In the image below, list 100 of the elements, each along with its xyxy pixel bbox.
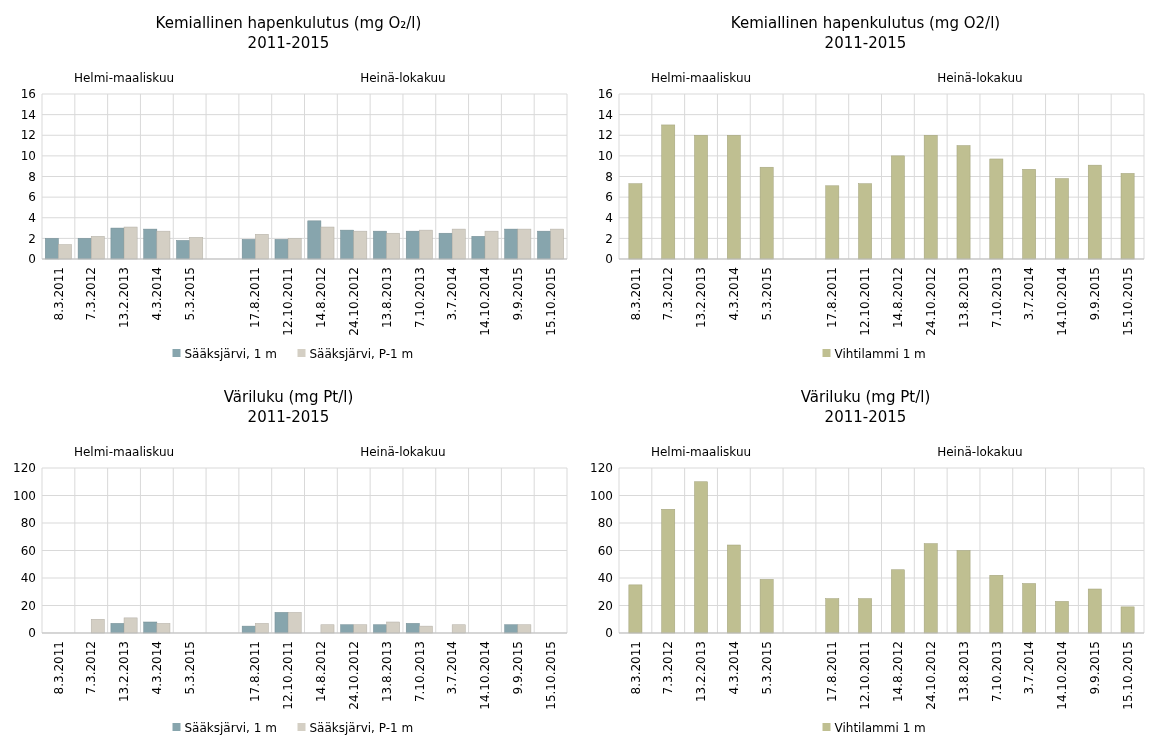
x-tick-label: 13.2.2013 — [117, 641, 132, 703]
bar — [1022, 169, 1036, 260]
bar — [825, 598, 840, 634]
text: Helmi-maaliskuu — [73, 71, 175, 85]
bar — [825, 185, 840, 260]
x-tick-label: 5.3.2015 — [182, 267, 197, 321]
bar — [956, 145, 971, 260]
y-tick-label: 0 — [605, 626, 613, 641]
bar — [727, 544, 741, 634]
x-tick-label: 14.10.2014 — [1055, 267, 1070, 336]
y-tick-label: 8 — [28, 169, 36, 184]
y-tick-label: 12 — [20, 128, 36, 143]
x-tick-label: 7.10.2013 — [412, 267, 427, 329]
y-tick-label: 2 — [28, 231, 36, 246]
bar — [1120, 606, 1135, 634]
bar — [694, 481, 708, 634]
chart-subtitle: 2011-2015 — [824, 408, 907, 426]
x-tick-label: 12.10.2011 — [281, 641, 296, 710]
text: Helmi-maaliskuu — [650, 445, 752, 459]
x-tick-label: 4.3.2014 — [150, 641, 165, 695]
x-tick-label: 17.8.2011 — [248, 267, 263, 329]
bar — [891, 569, 905, 634]
chart-subtitle: 2011-2015 — [247, 34, 330, 52]
legend-label: Sääksjärvi, P-1 m — [309, 347, 414, 362]
x-tick-label: 15.10.2015 — [1120, 641, 1135, 710]
bar — [759, 166, 774, 260]
chart-subtitle: 2011-2015 — [247, 408, 330, 426]
x-tick-label: 13.2.2013 — [694, 641, 709, 703]
bar — [956, 550, 971, 634]
x-tick-label: 7.3.2012 — [661, 641, 676, 695]
y-tick-label: 2 — [605, 231, 613, 246]
x-tick-label: 24.10.2012 — [346, 267, 361, 336]
y-tick-label: 100 — [590, 488, 613, 503]
y-tick-label: 60 — [597, 543, 613, 558]
chart-title: Väriluku (mg Pt/l) — [223, 388, 354, 406]
bar — [891, 155, 905, 260]
x-tick-label: 7.3.2012 — [84, 641, 99, 695]
bar — [923, 135, 938, 260]
y-tick-label: 0 — [28, 252, 36, 267]
bar — [1120, 173, 1135, 260]
x-tick-label: 7.3.2012 — [661, 267, 676, 321]
legend-label: Sääksjärvi, P-1 m — [309, 721, 414, 736]
y-tick-label: 60 — [20, 543, 36, 558]
y-tick-label: 0 — [28, 626, 36, 641]
legend-label: Vihtilammi 1 m — [834, 347, 926, 362]
y-tick-label: 14 — [597, 107, 613, 122]
y-tick-label: 6 — [28, 190, 36, 205]
y-tick-label: 10 — [597, 149, 613, 164]
bar — [1055, 601, 1069, 634]
x-tick-label: 3.7.2014 — [445, 641, 460, 695]
text: Helmi-maaliskuu — [73, 445, 175, 459]
y-tick-label: 20 — [597, 598, 613, 613]
x-tick-label: 14.8.2012 — [314, 641, 329, 703]
x-tick-label: 14.8.2012 — [891, 641, 906, 703]
x-tick-label: 8.3.2011 — [628, 267, 643, 321]
bar — [989, 575, 1004, 634]
y-tick-label: 80 — [20, 516, 36, 531]
legend-label: Vihtilammi 1 m — [834, 721, 926, 736]
text: Heinä-lokakuu — [360, 71, 446, 85]
x-tick-label: 7.10.2013 — [412, 641, 427, 703]
y-tick-label: 20 — [20, 598, 36, 613]
x-tick-label: 12.10.2011 — [281, 267, 296, 336]
x-tick-label: 7.10.2013 — [989, 641, 1004, 703]
y-tick-label: 4 — [28, 210, 36, 225]
x-tick-label: 13.8.2013 — [379, 641, 394, 703]
x-tick-label: 5.3.2015 — [759, 267, 774, 321]
bar — [694, 135, 708, 260]
chart-title: Kemiallinen hapenkulutus (mg O₂/l) — [155, 14, 422, 32]
bar — [1087, 588, 1102, 634]
x-tick-label: 14.10.2014 — [478, 641, 493, 710]
x-tick-label: 4.3.2014 — [727, 267, 742, 321]
y-tick-label: 120 — [13, 461, 36, 476]
x-tick-label: 3.7.2014 — [445, 267, 460, 321]
chart-subtitle: 2011-2015 — [824, 34, 907, 52]
chart-title: Kemiallinen hapenkulutus (mg O2/l) — [730, 14, 1001, 32]
y-tick-label: 40 — [20, 571, 36, 586]
bar — [923, 543, 938, 634]
y-tick-label: 4 — [605, 210, 613, 225]
text: Heinä-lokakuu — [937, 445, 1023, 459]
y-tick-label: 12 — [597, 128, 613, 143]
x-tick-label: 17.8.2011 — [248, 641, 263, 703]
x-tick-label: 8.3.2011 — [628, 641, 643, 695]
x-tick-label: 13.8.2013 — [956, 641, 971, 703]
bar — [858, 598, 872, 634]
x-tick-label: 5.3.2015 — [759, 641, 774, 695]
x-tick-label: 12.10.2011 — [858, 641, 873, 710]
x-tick-label: 12.10.2011 — [858, 267, 873, 336]
chart-title: Väriluku (mg Pt/l) — [800, 388, 931, 406]
x-tick-label: 14.8.2012 — [891, 267, 906, 329]
x-tick-label: 8.3.2011 — [51, 267, 66, 321]
x-tick-label: 24.10.2012 — [923, 641, 938, 710]
x-tick-label: 9.9.2015 — [1087, 641, 1102, 695]
x-tick-label: 5.3.2015 — [182, 641, 197, 695]
x-tick-label: 15.10.2015 — [543, 267, 558, 336]
x-tick-label: 13.2.2013 — [117, 267, 132, 329]
text: Heinä-lokakuu — [937, 71, 1023, 85]
legend-label: Sääksjärvi, 1 m — [184, 347, 277, 362]
y-tick-label: 6 — [605, 190, 613, 205]
bar — [1022, 583, 1036, 634]
bar — [661, 509, 676, 634]
